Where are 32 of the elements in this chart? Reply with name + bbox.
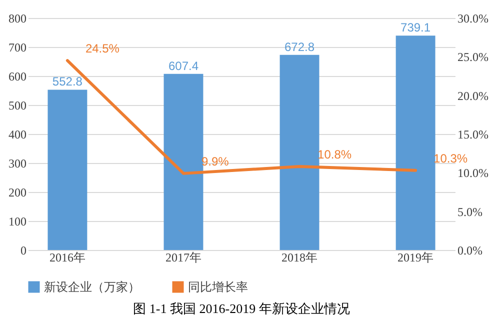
y2-tick-label: 10.0% (458, 166, 488, 180)
data-label: 739.1 (400, 20, 431, 35)
y2-tick-label: 0.0% (458, 244, 482, 258)
x-tick-label: 2017年 (165, 250, 202, 264)
data-label: 672.8 (284, 40, 315, 54)
data-label: 24.5% (85, 42, 120, 56)
y2-tick-label: 20.0% (458, 88, 488, 103)
y-tick-label: 500 (8, 98, 26, 112)
y-tick-label: 400 (8, 128, 26, 142)
y2-tick-label: 15.0% (458, 128, 488, 142)
text: 图 1-1 我国 2016-2019 年新设企业情况 (133, 301, 350, 316)
x-tick-label: 2016年 (49, 250, 86, 264)
x-tick-label: 2018年 (282, 250, 318, 264)
bar (280, 54, 320, 250)
y-tick-label: 300 (8, 156, 26, 170)
y-tick-label: 600 (8, 70, 26, 84)
x-tick-label: 2019年 (398, 250, 434, 264)
y2-tick-label: 25.0% (458, 50, 488, 64)
legend-label: 新设企业（万家） (44, 280, 140, 294)
y2-tick-label: 30.0% (458, 12, 488, 26)
bar (164, 74, 204, 250)
data-label: 607.4 (168, 58, 199, 73)
legend-label: 同比增长率 (188, 280, 248, 294)
y-tick-label: 800 (8, 12, 26, 26)
bar (48, 90, 88, 250)
y-tick-label: 200 (8, 186, 26, 200)
bar (396, 36, 436, 250)
data-label: 552.8 (52, 74, 83, 89)
y2-tick-label: 5.0% (458, 204, 482, 219)
y-tick-label: 100 (8, 214, 26, 228)
y-tick-label: 0 (20, 244, 26, 258)
y-tick-label: 700 (8, 40, 26, 54)
